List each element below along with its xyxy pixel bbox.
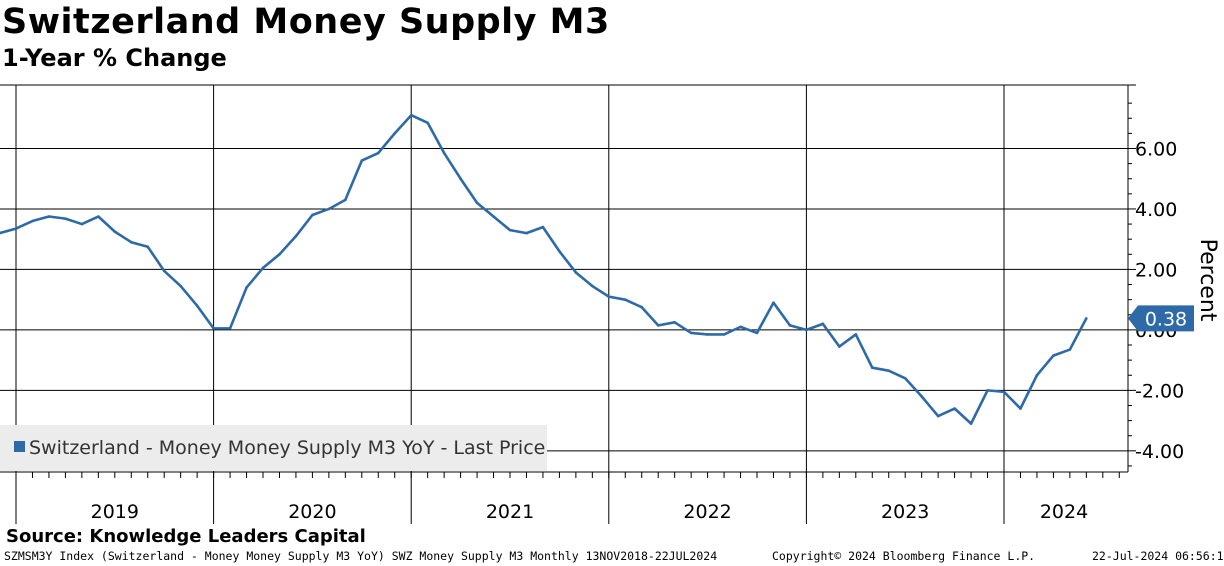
last-value-label: 0.38	[1145, 308, 1187, 330]
legend-label: Switzerland - Money Money Supply M3 YoY …	[29, 437, 546, 459]
data-point	[689, 331, 693, 335]
y-tick-label: 2.00	[1135, 259, 1177, 281]
data-point	[607, 295, 611, 298]
data-point	[953, 407, 956, 410]
data-point	[838, 345, 841, 348]
data-point	[1085, 317, 1088, 320]
timestamp: 22-Jul-2024 06:56:14	[1092, 549, 1224, 563]
data-point	[442, 151, 446, 155]
data-point	[475, 201, 479, 205]
data-point	[525, 231, 528, 235]
data-point	[278, 253, 281, 256]
last-value-tag	[1128, 305, 1194, 332]
data-point	[656, 324, 660, 327]
data-point	[31, 219, 34, 223]
series-line	[0, 113, 1088, 425]
x-year-label: 2019	[91, 501, 139, 523]
data-point	[492, 215, 495, 218]
data-point	[673, 321, 676, 324]
data-point	[722, 333, 726, 336]
chart-subtitle: 1-Year % Change	[2, 44, 227, 72]
data-point	[508, 228, 512, 232]
data-point	[311, 213, 314, 217]
data-point	[591, 284, 594, 288]
data-point	[360, 159, 364, 162]
copyright: Copyright© 2024 Bloomberg Finance L.P.	[772, 549, 1036, 563]
data-point	[294, 234, 298, 238]
data-point	[426, 121, 429, 125]
data-point	[870, 366, 874, 369]
data-point	[0, 231, 1, 235]
data-point	[1068, 348, 1072, 351]
data-point	[1019, 407, 1022, 410]
x-year-label: 2023	[881, 501, 929, 523]
data-point	[854, 333, 858, 336]
data-point	[14, 227, 18, 230]
data-point	[113, 230, 117, 233]
data-point	[920, 395, 923, 398]
data-point	[327, 207, 331, 211]
data-point	[409, 113, 413, 117]
data-point	[261, 266, 265, 270]
data-point	[129, 240, 133, 244]
x-year-label: 2024	[1040, 501, 1088, 523]
y-tick-label: -4.00	[1135, 441, 1184, 463]
data-point	[936, 414, 940, 418]
x-year-label: 2020	[288, 501, 336, 523]
data-point	[162, 269, 166, 273]
y-tick-label: -2.00	[1135, 380, 1184, 402]
data-point	[1052, 354, 1055, 357]
y-axis-title: Percent	[1195, 239, 1220, 322]
ticker-info: SZMSM3Y Index (Switzerland - Money Money…	[4, 549, 718, 563]
data-point	[245, 286, 248, 289]
data-point	[986, 389, 989, 392]
y-tick-label: 4.00	[1135, 199, 1177, 221]
data-point	[640, 305, 644, 309]
x-year-label: 2022	[683, 501, 731, 523]
data-point	[179, 284, 182, 288]
data-point	[706, 333, 709, 336]
data-point	[558, 249, 561, 253]
data-point	[1035, 373, 1039, 377]
data-point	[376, 151, 380, 155]
data-point	[772, 301, 775, 304]
data-point	[393, 132, 397, 135]
data-point	[344, 198, 347, 202]
data-point	[623, 298, 627, 301]
chart-title: Switzerland Money Supply M3	[2, 2, 610, 42]
data-point	[212, 327, 215, 330]
legend	[0, 425, 547, 471]
data-point	[821, 322, 825, 326]
data-point	[805, 328, 808, 332]
x-year-label: 2021	[486, 501, 534, 523]
data-point	[97, 215, 100, 218]
data-point	[969, 422, 973, 425]
data-point	[1002, 390, 1006, 394]
source-note: Source: Knowledge Leaders Capital	[6, 526, 366, 547]
data-point	[541, 225, 545, 229]
data-point	[755, 331, 759, 335]
data-point	[195, 304, 199, 308]
data-point	[228, 327, 232, 330]
data-point	[64, 217, 67, 220]
data-point	[788, 324, 792, 327]
legend-swatch	[14, 441, 25, 452]
data-point	[459, 177, 462, 181]
data-point	[903, 376, 907, 380]
data-point	[574, 271, 578, 274]
data-point	[80, 222, 84, 226]
data-point	[887, 369, 891, 373]
data-point	[739, 325, 742, 329]
data-point	[47, 215, 51, 218]
data-point	[146, 245, 150, 249]
y-tick-label: 6.00	[1135, 138, 1177, 160]
